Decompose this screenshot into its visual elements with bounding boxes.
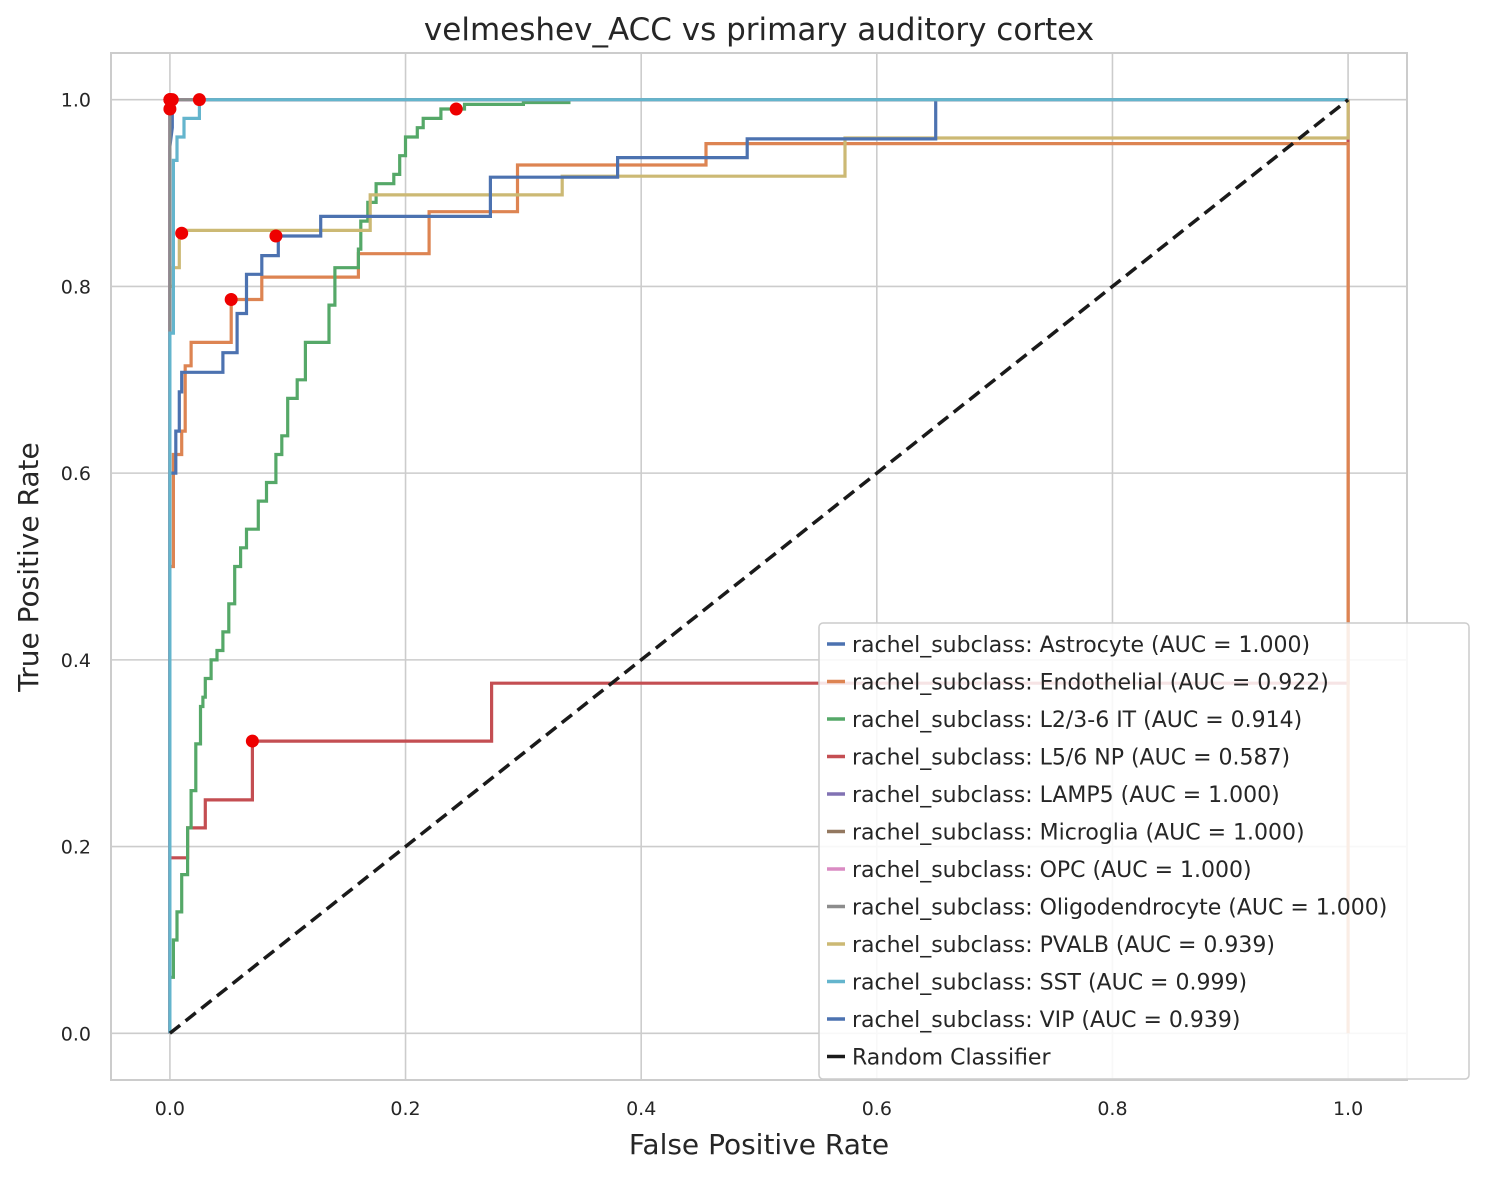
threshold-marker-5 [163,102,177,116]
threshold-marker-1 [224,292,238,306]
legend-box [818,622,1470,1080]
y-tick-label: 1.0 [61,90,91,112]
x-tick-label: 1.0 [1333,1098,1363,1120]
y-tick-label: 0.0 [61,1023,91,1045]
y-tick-label: 0.6 [61,463,91,485]
legend-label-1: rachel_subclass: Endothelial (AUC = 0.92… [852,671,1329,696]
series-line-11 [168,98,1350,1035]
legend-label-10: rachel_subclass: VIP (AUC = 0.939) [852,1008,1240,1033]
x-tick-label: 0.4 [626,1098,656,1120]
x-tick-label: 0.2 [390,1098,420,1120]
series-line-1 [168,142,1350,1034]
legend-label-3: rachel_subclass: L5/6 NP (AUC = 0.587) [852,746,1290,771]
x-tick-label: 0.6 [862,1098,892,1120]
series-line-2 [169,100,571,979]
legend-label-8: rachel_subclass: PVALB (AUC = 0.939) [852,933,1275,958]
threshold-marker-7 [163,93,177,107]
threshold-markers [163,93,463,748]
threshold-marker-10 [269,229,283,243]
threshold-marker-3 [245,734,259,748]
chart-title: velmeshev_ACC vs primary auditory cortex [424,12,1094,48]
series-line-10 [168,98,1349,1034]
legend-label-7: rachel_subclass: Oligodendrocyte (AUC = … [852,896,1387,921]
y-tick-label: 0.2 [61,837,91,859]
x-axis-label: False Positive Rate [629,1128,889,1161]
legend-label-4: rachel_subclass: LAMP5 (AUC = 1.000) [852,783,1280,808]
y-tick-labels: 0.0 0.2 0.4 0.6 0.8 1.0 [61,90,91,1046]
x-tick-labels: 0.0 0.2 0.4 0.6 0.8 1.0 [155,1098,1363,1120]
plot-frame [110,52,1408,1081]
legend-label-5: rachel_subclass: Microglia (AUC = 1.000) [852,821,1305,846]
x-tick-label: 0.0 [155,1098,185,1120]
y-tick-label: 0.8 [61,276,91,298]
y-tick-label: 0.4 [61,650,91,672]
series-line-9 [168,98,1349,1034]
threshold-marker-9 [192,93,206,107]
y-axis-label: True Positive Rate [12,442,45,692]
grid-lines [111,53,1407,1080]
threshold-marker-8 [175,226,189,240]
series-line-3 [168,99,1350,1034]
legend-label-6: rachel_subclass: OPC (AUC = 1.000) [852,858,1252,883]
x-tick-label: 0.8 [1097,1098,1127,1120]
legend-label-2: rachel_subclass: L2/3-6 IT (AUC = 0.914) [852,708,1302,733]
legend-label-9: rachel_subclass: SST (AUC = 0.999) [852,971,1247,996]
legend: rachel_subclass: Astrocyte (AUC = 1.000)… [818,622,1470,1080]
legend-label-11: Random Classifier [852,1046,1051,1071]
legend-label-0: rachel_subclass: Astrocyte (AUC = 1.000) [852,633,1310,658]
threshold-marker-2 [449,102,463,116]
